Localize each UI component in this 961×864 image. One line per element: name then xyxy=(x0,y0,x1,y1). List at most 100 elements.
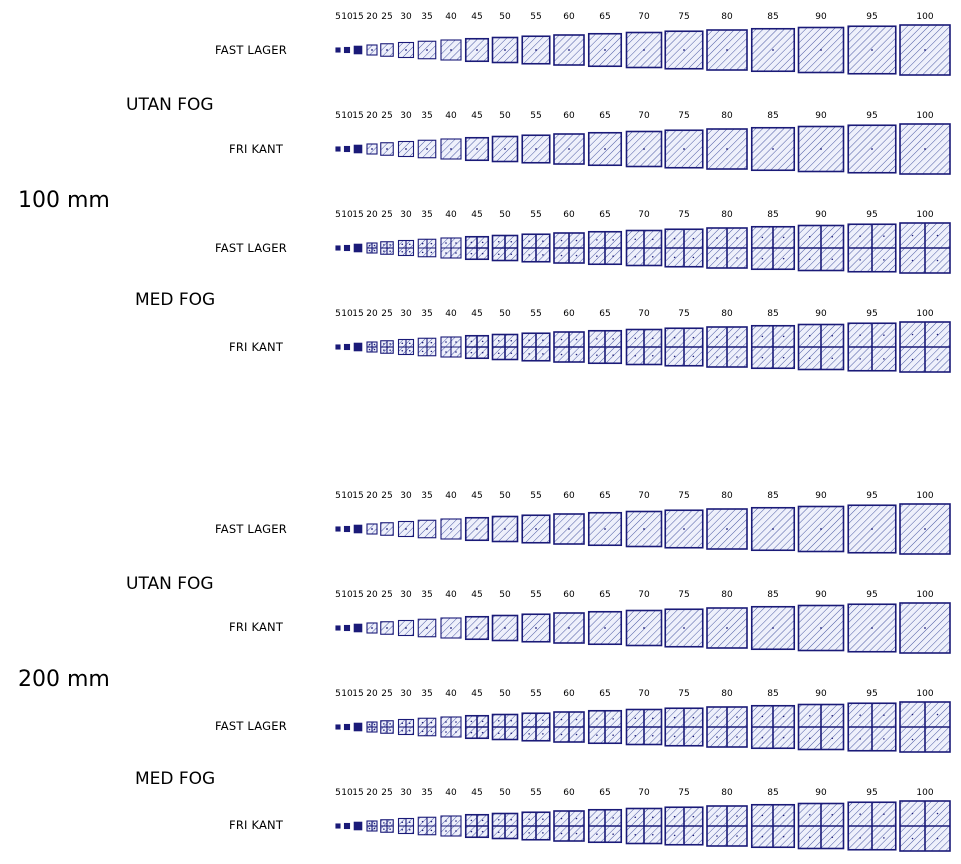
center-dot xyxy=(455,252,457,254)
center-dot xyxy=(692,237,695,240)
size-label: 60 xyxy=(563,689,575,699)
size-label: 65 xyxy=(599,12,610,22)
center-dot xyxy=(430,829,433,832)
plate-square xyxy=(335,344,341,350)
size-label: 85 xyxy=(767,12,778,22)
plate-square xyxy=(335,526,341,532)
row-label-fast-lager: FAST LAGER xyxy=(215,241,287,255)
center-dot xyxy=(470,720,473,723)
center-dot xyxy=(470,830,473,833)
plate-square xyxy=(335,146,341,152)
center-dot xyxy=(808,813,811,816)
center-dot xyxy=(924,528,926,530)
center-dot xyxy=(683,148,685,150)
center-dot xyxy=(726,528,728,530)
size-label: 65 xyxy=(599,309,610,319)
size-label: 85 xyxy=(767,590,778,600)
size-label: 60 xyxy=(563,12,575,22)
size-label: 5 xyxy=(335,788,341,798)
center-dot xyxy=(389,349,391,351)
center-dot xyxy=(736,815,738,817)
size-label: 90 xyxy=(815,210,827,220)
center-dot xyxy=(782,257,785,260)
size-label: 35 xyxy=(421,309,432,319)
center-dot xyxy=(831,235,834,238)
center-dot xyxy=(596,718,598,720)
center-dot xyxy=(401,342,404,345)
size-label: 45 xyxy=(471,111,482,121)
size-label: 5 xyxy=(335,309,341,319)
center-dot xyxy=(831,334,834,337)
center-dot xyxy=(386,528,388,530)
center-dot xyxy=(401,729,404,732)
center-dot xyxy=(883,837,885,839)
size-label: 20 xyxy=(366,590,378,600)
size-label: 15 xyxy=(352,689,363,699)
size-label: 75 xyxy=(678,309,689,319)
center-dot xyxy=(568,627,570,629)
center-dot xyxy=(936,259,939,262)
center-dot xyxy=(405,627,407,629)
center-dot xyxy=(408,250,411,253)
center-dot xyxy=(510,719,513,722)
center-dot xyxy=(782,236,785,239)
center-dot xyxy=(596,734,598,736)
center-dot xyxy=(481,720,484,723)
plate-square xyxy=(343,723,351,731)
center-dot xyxy=(808,836,811,839)
size-label: 100 xyxy=(916,491,933,501)
center-dot xyxy=(560,832,563,835)
center-dot xyxy=(497,818,500,821)
center-dot xyxy=(634,734,637,737)
center-dot xyxy=(510,732,513,735)
center-dot xyxy=(883,235,885,237)
center-dot xyxy=(445,820,447,822)
size-label: 65 xyxy=(599,210,610,220)
size-label: 40 xyxy=(445,309,457,319)
center-dot xyxy=(820,49,822,51)
center-dot xyxy=(476,148,478,150)
center-dot xyxy=(604,49,606,51)
size-label: 80 xyxy=(721,12,733,22)
size-label: 5 xyxy=(335,210,341,220)
size-label: 60 xyxy=(563,788,575,798)
center-dot xyxy=(497,719,500,722)
size-label: 70 xyxy=(638,491,650,501)
center-dot xyxy=(389,729,391,731)
row-label-fast-lager: FAST LAGER xyxy=(215,719,287,733)
plate-square xyxy=(335,625,341,631)
center-dot xyxy=(373,723,376,726)
center-dot xyxy=(651,833,654,836)
plate-square xyxy=(899,602,951,654)
center-dot xyxy=(683,49,685,51)
center-dot xyxy=(883,738,885,740)
center-dot xyxy=(497,352,500,355)
size-label: 95 xyxy=(866,309,877,319)
center-dot xyxy=(859,714,861,716)
size-label: 80 xyxy=(721,210,733,220)
size-label: 5 xyxy=(335,12,341,22)
center-dot xyxy=(673,815,676,818)
center-dot xyxy=(831,357,834,360)
center-dot xyxy=(596,833,598,835)
center-dot xyxy=(408,729,411,732)
plate-square xyxy=(353,243,363,253)
center-dot xyxy=(421,721,424,724)
center-dot xyxy=(596,817,598,819)
size-label: 10 xyxy=(341,111,353,121)
size-label: 20 xyxy=(366,12,378,22)
size-label: 90 xyxy=(815,111,827,121)
size-label: 10 xyxy=(341,689,353,699)
center-dot xyxy=(596,239,598,241)
center-dot xyxy=(612,354,614,356)
center-dot xyxy=(476,49,478,51)
center-dot xyxy=(911,358,914,361)
size-label: 90 xyxy=(815,788,827,798)
size-label: 90 xyxy=(815,309,827,319)
center-dot xyxy=(673,834,676,837)
size-label: 45 xyxy=(471,491,482,501)
center-dot xyxy=(535,528,537,530)
size-label: 35 xyxy=(421,12,432,22)
center-dot xyxy=(761,715,764,718)
center-dot xyxy=(386,49,388,51)
